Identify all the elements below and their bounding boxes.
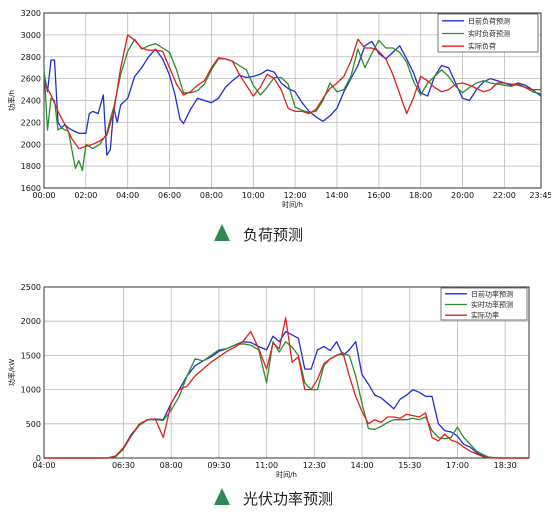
y-tick-label: 2400: [21, 97, 41, 106]
x-tick-label: 12:00: [284, 191, 307, 200]
plot-frame: [43, 12, 542, 189]
y-tick-label: 3200: [21, 9, 41, 18]
y-tick-label: 1600: [21, 184, 41, 193]
x-tick-label: 02:00: [74, 191, 97, 200]
x-tick-label: 09:30: [207, 461, 230, 470]
x-tick-label: 04:00: [32, 461, 55, 470]
y-tick-label: 0: [36, 454, 41, 463]
caption-load-forecast: 负荷预测: [243, 226, 303, 244]
y-tick-label: 2500: [21, 283, 41, 292]
x-tick-label: 10:00: [242, 191, 265, 200]
legend-entry-label: 实际负荷: [468, 42, 496, 51]
series-line-1: [44, 330, 529, 459]
y-tick-label: 2200: [21, 118, 41, 127]
series-line-1: [43, 40, 542, 156]
x-tick-label: 00:00: [32, 191, 55, 200]
x-tick-label: 18:00: [409, 191, 432, 200]
x-tick-label: 18:30: [494, 461, 517, 470]
y-tick-label: 2000: [21, 317, 41, 326]
x-tick-label: 06:00: [158, 191, 181, 200]
y-tick-label: 2800: [21, 53, 41, 62]
load-forecast-chart: 00:00 02:00 04:00 06:00 08:00 10:00 12:00 14:00…: [7, 9, 551, 209]
x-tick-label: 11:00: [255, 461, 278, 470]
legend-entry-label: 实际功率: [471, 311, 499, 320]
series-line-3: [44, 317, 529, 459]
x-tick-label: 14:00: [351, 461, 374, 470]
y-axis-label: 功率/kW: [7, 359, 16, 386]
x-tick-label: 16:00: [367, 191, 390, 200]
series-line-3: [43, 34, 541, 150]
x-tick-label: 14:00: [325, 191, 348, 200]
series-line-2: [44, 341, 529, 459]
x-tick-label: 06:30: [112, 461, 135, 470]
x-tick-label: 17:00: [446, 461, 469, 470]
y-tick-label: 2600: [21, 75, 41, 84]
plot-frame: [43, 286, 530, 459]
y-axis-label: 功率/h: [7, 90, 16, 111]
y-tick-label: 1500: [21, 351, 41, 360]
x-tick-label: 04:00: [116, 191, 139, 200]
caption-triangle-icon: [214, 224, 230, 241]
pv-power-forecast-chart: 04:00 06:30 08:00 09:30 11:00 12:30 14:00 15:30…: [7, 283, 530, 479]
legend-entry-label: 实时负荷预测: [468, 29, 510, 38]
x-tick-label: 12:30: [303, 461, 326, 470]
legend-entry-label: 日前功率预测: [471, 289, 513, 298]
x-tick-label: 15:30: [398, 461, 421, 470]
x-axis-label: 时间/h: [282, 200, 303, 209]
series-line-2: [43, 38, 542, 172]
caption-pv-power-forecast: 光伏功率预测: [243, 490, 333, 508]
x-tick-label: 23:45: [529, 191, 551, 200]
x-tick-label: 22:00: [493, 191, 516, 200]
y-tick-label: 2000: [21, 140, 41, 149]
legend-entry-label: 实时功率预测: [471, 300, 513, 309]
y-tick-label: 500: [26, 420, 41, 429]
x-tick-label: 20:00: [451, 191, 474, 200]
x-tick-label: 08:00: [200, 191, 223, 200]
x-tick-label: 08:00: [160, 461, 183, 470]
caption-triangle-icon: [214, 488, 230, 505]
x-axis-label: 时间/h: [276, 470, 297, 479]
y-tick-label: 3000: [21, 31, 41, 40]
y-tick-label: 1800: [21, 162, 41, 171]
legend-entry-label: 日前负荷预测: [468, 16, 510, 25]
y-tick-label: 1000: [21, 386, 41, 395]
